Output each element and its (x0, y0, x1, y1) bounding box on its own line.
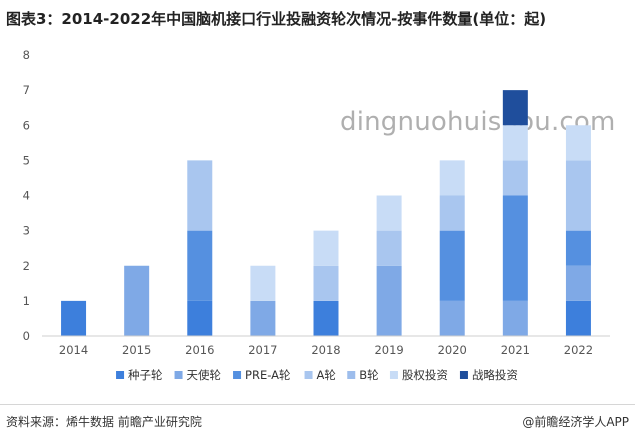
legend-swatch (459, 371, 468, 379)
bar-segment (439, 230, 465, 301)
legend-label: 股权投资 (402, 368, 448, 382)
bar-segment (502, 125, 528, 161)
bar-segment (376, 230, 402, 266)
bars-group (61, 90, 591, 336)
legend: 种子轮 天使轮 PRE-A轮 A轮 B轮 股权投资 战略投资 (116, 368, 518, 382)
bar-segment (565, 265, 591, 301)
legend-swatch (389, 371, 398, 379)
legend-swatch (304, 371, 313, 379)
x-tick-label: 2020 (438, 343, 467, 357)
x-tick-label: 2021 (501, 343, 530, 357)
legend-swatch (116, 371, 125, 379)
y-tick-label: 5 (23, 153, 30, 167)
footer-divider (0, 404, 635, 405)
bar-segment (502, 300, 528, 336)
bar-segment (187, 160, 213, 231)
bar-segment (565, 300, 591, 336)
legend-swatch (347, 371, 356, 379)
bar-segment (439, 300, 465, 336)
x-tick-label: 2015 (122, 343, 151, 357)
y-tick-label: 7 (23, 83, 30, 97)
bar-segment (313, 265, 339, 301)
brand-credit: @前瞻经济学人APP (522, 415, 629, 429)
legend-label: 战略投资 (472, 368, 518, 382)
legend-label: 天使轮 (187, 368, 222, 382)
bar-segment (502, 90, 528, 126)
y-tick-label: 6 (23, 118, 30, 132)
bar-segment (502, 160, 528, 196)
bar-segment (376, 195, 402, 231)
x-tick-label: 2017 (248, 343, 277, 357)
y-tick-label: 4 (23, 189, 30, 203)
x-tick-label: 2022 (564, 343, 593, 357)
bar-segment (313, 300, 339, 336)
legend-label: B轮 (359, 368, 379, 382)
legend-label: PRE-A轮 (245, 368, 291, 382)
y-tick-label: 3 (23, 224, 30, 238)
bar-segment (439, 160, 465, 196)
y-tick-label: 2 (23, 259, 30, 273)
chart-title: 图表3：2014-2022年中国脑机接口行业投融资轮次情况-按事件数量(单位：起… (6, 10, 547, 28)
legend-label: A轮 (317, 368, 337, 382)
bar-segment (250, 265, 276, 301)
bar-segment (565, 125, 591, 161)
x-tick-label: 2019 (374, 343, 403, 357)
x-tick-label: 2016 (185, 343, 214, 357)
bar-segment (439, 195, 465, 231)
bar-segment (124, 265, 150, 336)
source-note: 资料来源：烯牛数据 前瞻产业研究院 (6, 415, 202, 429)
bar-segment (187, 300, 213, 336)
y-tick-label: 0 (23, 329, 30, 343)
x-tick-label: 2014 (59, 343, 88, 357)
bar-segment (313, 230, 339, 266)
y-tick-label: 8 (23, 48, 30, 62)
bar-segment (187, 230, 213, 301)
x-tick-label: 2018 (311, 343, 340, 357)
legend-label: 种子轮 (128, 368, 163, 382)
x-axis: 2014 2015 2016 2017 2018 2019 2020 2021 2022 (59, 343, 593, 357)
legend-swatch (174, 371, 183, 379)
bar-segment (502, 195, 528, 301)
legend-swatch (233, 371, 242, 379)
bar-segment (61, 300, 87, 336)
bar-segment (565, 160, 591, 231)
y-axis: 0 1 2 3 4 5 6 7 8 (23, 48, 30, 343)
bar-segment (565, 230, 591, 266)
bar-segment (250, 300, 276, 336)
y-tick-label: 1 (23, 294, 30, 308)
bar-segment (376, 265, 402, 336)
